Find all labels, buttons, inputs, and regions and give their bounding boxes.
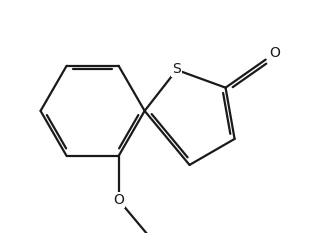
Text: O: O — [113, 193, 124, 207]
Text: O: O — [269, 46, 280, 60]
Text: S: S — [172, 62, 181, 76]
